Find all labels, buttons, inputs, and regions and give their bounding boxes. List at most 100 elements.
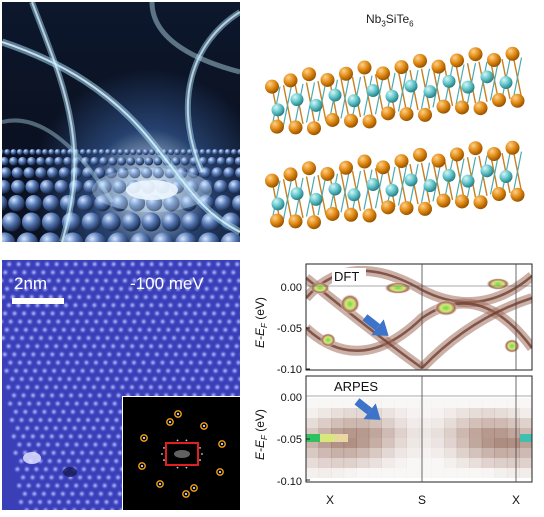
stm-atom [99, 465, 107, 473]
stm-atom [158, 358, 166, 366]
stm-atom [180, 293, 188, 301]
stm-atom [58, 350, 66, 358]
dft-intensity-hotspot [310, 282, 330, 294]
stm-atom [179, 375, 187, 383]
stm-atom [109, 301, 117, 309]
stm-atom [102, 498, 110, 506]
stm-atom [119, 301, 127, 309]
stm-atom [162, 350, 170, 358]
arpes-intensity-cell [419, 448, 432, 458]
stm-atom [160, 375, 168, 383]
lattice-sphere [117, 157, 126, 166]
fft-peak-dot [219, 471, 221, 473]
stm-atom [197, 317, 205, 325]
arpes-intensity-cell [381, 408, 394, 418]
stm-atom [97, 367, 105, 375]
orange-atom [506, 141, 520, 155]
stm-atom [114, 473, 122, 481]
arpes-intensity-cell [469, 408, 482, 418]
arpes-intensity-cell [394, 398, 407, 408]
stm-atom [79, 326, 87, 334]
teal-atom [405, 79, 418, 92]
stm-atom [67, 350, 75, 358]
arpes-intensity-cell [356, 458, 369, 468]
stm-atom [91, 481, 99, 489]
stm-atom [128, 342, 136, 350]
arpes-intensity-cell [494, 408, 507, 418]
fft-minor-dot [199, 459, 201, 461]
arpes-intensity-cell [381, 448, 394, 458]
stm-atom [65, 457, 73, 465]
stm-atom [124, 309, 132, 317]
arpes-intensity-cell [419, 398, 432, 408]
stm-atom [42, 342, 50, 350]
fft-minor-dot [186, 439, 188, 441]
stm-atom [134, 309, 142, 317]
stm-atom [80, 465, 88, 473]
teal-atom [272, 197, 285, 210]
arpes-intensity-cell [519, 408, 532, 418]
stm-atom [64, 276, 72, 284]
stm-atom [54, 358, 62, 366]
stm-atom [87, 449, 95, 457]
stm-atom [173, 367, 181, 375]
arpes-intensity-cell [494, 398, 507, 408]
stm-atom [74, 498, 82, 506]
stm-atom [170, 293, 178, 301]
lattice-sphere [218, 149, 224, 155]
stm-atom [195, 301, 203, 309]
x-tick-label-0: X [326, 493, 334, 507]
stm-atom [55, 416, 63, 424]
stm-atom [25, 481, 33, 489]
stm-atom [103, 375, 111, 383]
stm-atom [82, 481, 90, 489]
arpes-y-axis-title: E-EF (eV) [253, 409, 269, 460]
lattice-sphere [2, 213, 21, 232]
arpes-intensity-cell [344, 468, 357, 478]
stm-atom [76, 473, 84, 481]
stm-atom [23, 424, 31, 432]
lattice-sphere [61, 149, 67, 155]
arpes-intensity-cell [306, 448, 319, 458]
arpes-tick-0: 0.00 [281, 392, 302, 404]
stm-atom [223, 260, 231, 268]
stm-atom [200, 350, 208, 358]
stm-atom [106, 449, 114, 457]
stm-atom [44, 399, 52, 407]
arpes-intensity-peak [520, 434, 532, 442]
stm-atom [92, 358, 100, 366]
stm-atom [17, 498, 25, 506]
stm-atom [47, 473, 55, 481]
stm-atom [177, 358, 185, 366]
stm-atom [58, 268, 66, 276]
arpes-intensity-cell [444, 428, 457, 438]
stm-atom [55, 457, 63, 465]
stm-atom [108, 465, 116, 473]
stm-atom [168, 358, 176, 366]
stm-atom [139, 358, 147, 366]
orange-atom [469, 47, 483, 61]
stm-atom [102, 317, 110, 325]
stm-atom [18, 334, 26, 342]
arpes-intensity-cell [494, 448, 507, 458]
stm-atom [83, 317, 91, 325]
dft-tick-0: 0.00 [281, 282, 302, 294]
stm-atom [151, 293, 159, 301]
arpes-intensity-cell [432, 468, 445, 478]
orange-atom [326, 207, 340, 221]
stm-atom [21, 367, 29, 375]
stm-atom [16, 399, 24, 407]
lattice-sphere [130, 149, 136, 155]
stm-atom [104, 293, 112, 301]
stm-atom [113, 293, 121, 301]
stm-atom [90, 342, 98, 350]
stm-atom [104, 473, 112, 481]
arpes-intensity-cell [457, 428, 470, 438]
arpes-intensity-cell [457, 438, 470, 448]
stm-atom [38, 432, 46, 440]
orange-atom [487, 53, 501, 67]
stm-atom [96, 268, 104, 276]
teal-atom [424, 85, 437, 98]
stm-atom [111, 358, 119, 366]
fft-minor-dot [177, 439, 179, 441]
